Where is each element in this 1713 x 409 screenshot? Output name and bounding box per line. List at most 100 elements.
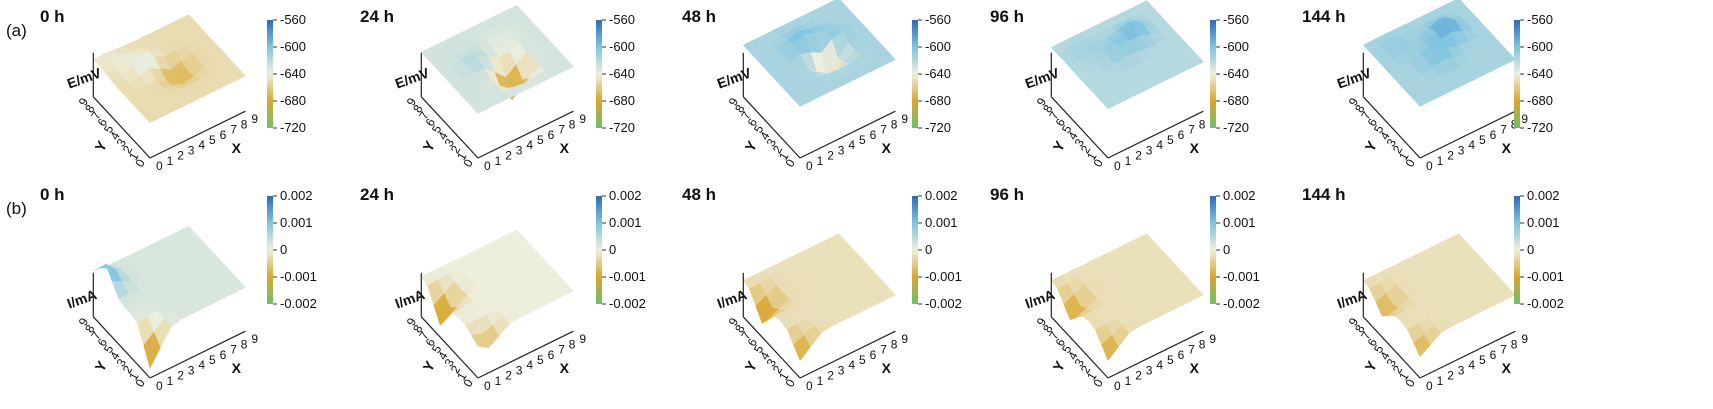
z-axis-label: E/mV [715, 64, 754, 91]
z-axis-label: E/mV [65, 64, 104, 91]
x-tick-label: 1 [495, 374, 502, 388]
panel-title: 144 h [1302, 185, 1345, 204]
colorbar-tick-label: -560 [280, 12, 306, 27]
row-label-a: (a) [6, 21, 27, 40]
x-tick-label: 9 [251, 112, 258, 126]
surface-cell [228, 68, 246, 82]
x-axis-line [799, 330, 896, 379]
surface-cell [556, 59, 574, 73]
x-tick-label: 0 [806, 379, 813, 393]
colorbar-tick-label: -600 [609, 39, 635, 54]
x-tick-label: 7 [1188, 343, 1195, 357]
colorbar [1514, 20, 1520, 128]
x-tick-label: 3 [1458, 363, 1465, 377]
x-tick-label: 2 [827, 149, 834, 163]
x-tick-label: 5 [1167, 353, 1174, 367]
x-tick-label: 0 [156, 159, 163, 173]
x-tick-label: 1 [1437, 374, 1444, 388]
x-tick-label: 8 [569, 337, 576, 351]
x-axis-line [477, 330, 574, 379]
colorbar-tick-label: -0.001 [609, 269, 646, 284]
x-tick-label: 4 [848, 358, 855, 372]
x-tick-label: 8 [1199, 117, 1206, 131]
x-tick-label: 3 [838, 143, 845, 157]
surface-cell [878, 287, 896, 301]
colorbar-tick-label: -0.001 [280, 269, 317, 284]
y-axis-label: Y [1362, 138, 1381, 155]
x-axis-label: X [882, 360, 892, 376]
colorbar-tick-label: -600 [280, 39, 306, 54]
colorbar [912, 196, 918, 304]
x-tick-label: 1 [167, 374, 174, 388]
colorbar-tick-label: 0 [1527, 242, 1534, 257]
x-tick-label: 5 [859, 133, 866, 147]
x-tick-label: 8 [1511, 337, 1518, 351]
x-tick-label: 4 [526, 358, 533, 372]
x-tick-label: 0 [806, 159, 813, 173]
colorbar-tick-label: 0.002 [280, 188, 313, 203]
x-axis-label: X [1190, 140, 1200, 156]
x-tick-label: 2 [177, 369, 184, 383]
colorbar [596, 196, 602, 304]
x-tick-label: 6 [548, 128, 555, 142]
x-tick-label: 5 [209, 133, 216, 147]
x-axis-line [1419, 330, 1516, 379]
y-axis-line [92, 96, 151, 159]
x-tick-label: 4 [198, 358, 205, 372]
x-tick-label: 3 [516, 143, 523, 157]
x-tick-label: 2 [827, 369, 834, 383]
x-tick-label: 2 [1135, 369, 1142, 383]
colorbar-tick-label: -0.002 [925, 296, 962, 311]
x-tick-label: 3 [516, 363, 523, 377]
y-axis-line [92, 316, 151, 379]
panel-title: 96 h [990, 185, 1024, 204]
colorbar-tick-label: 0 [925, 242, 932, 257]
colorbar [912, 20, 918, 128]
x-tick-label: 5 [1479, 353, 1486, 367]
y-axis-label: Y [1362, 358, 1381, 375]
x-tick-label: 6 [1178, 128, 1185, 142]
z-axis-label: E/mV [393, 64, 432, 91]
row-label-b: (b) [6, 199, 27, 218]
x-tick-label: 6 [548, 348, 555, 362]
y-axis-label: Y [92, 358, 111, 375]
x-tick-label: 6 [870, 348, 877, 362]
colorbar-tick-label: -600 [1223, 39, 1249, 54]
y-axis-line [1362, 96, 1421, 159]
x-tick-label: 8 [891, 117, 898, 131]
x-tick-label: 5 [537, 133, 544, 147]
y-axis-line [1362, 316, 1421, 379]
x-tick-label: 6 [220, 348, 227, 362]
x-tick-label: 1 [495, 154, 502, 168]
x-tick-label: 1 [167, 154, 174, 168]
x-tick-label: 7 [230, 123, 237, 137]
colorbar [1210, 196, 1216, 304]
x-tick-label: 1 [817, 154, 824, 168]
x-tick-label: 1 [1125, 154, 1132, 168]
x-tick-label: 3 [838, 363, 845, 377]
colorbar-tick-label: -720 [280, 120, 306, 135]
surface-cell [556, 284, 574, 297]
colorbar-tick-label: -560 [925, 12, 951, 27]
colorbar-tick-label: -640 [609, 66, 635, 81]
colorbar-tick-label: -640 [1527, 66, 1553, 81]
x-tick-label: 2 [505, 149, 512, 163]
colorbar-tick-label: 0 [1223, 242, 1230, 257]
x-tick-label: 9 [1209, 332, 1216, 346]
colorbar-tick-label: -720 [925, 120, 951, 135]
x-tick-label: 0 [1114, 159, 1121, 173]
x-tick-label: 7 [558, 343, 565, 357]
x-tick-label: 3 [1458, 143, 1465, 157]
x-tick-label: 4 [526, 138, 533, 152]
x-tick-label: 3 [188, 363, 195, 377]
x-tick-label: 2 [1447, 149, 1454, 163]
x-tick-label: 9 [1521, 332, 1528, 346]
colorbar-tick-label: -0.002 [1223, 296, 1260, 311]
surface-cell [1186, 54, 1204, 68]
colorbar-tick-label: -0.001 [1527, 269, 1564, 284]
surface-cell [1498, 287, 1516, 301]
x-tick-label: 9 [1521, 112, 1528, 126]
x-axis-line [1107, 330, 1204, 379]
